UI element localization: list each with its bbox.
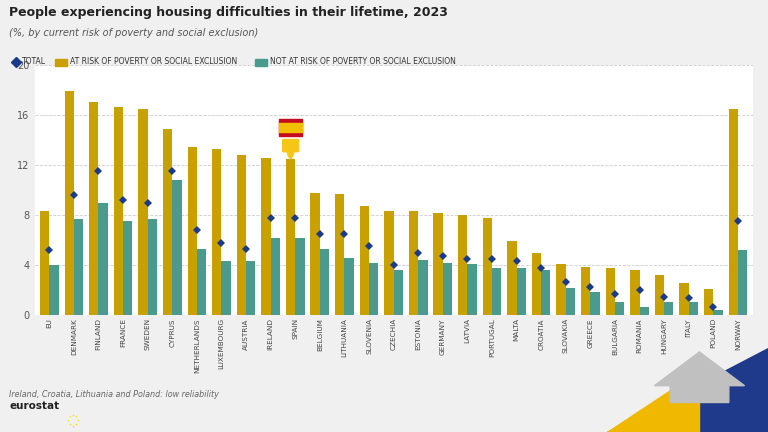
Bar	[419, 260, 428, 315]
Bar	[606, 268, 615, 315]
Bar	[49, 265, 58, 315]
Bar	[531, 253, 541, 315]
Bar	[138, 109, 147, 315]
Bar	[517, 268, 526, 315]
Bar	[280, 119, 302, 136]
Bar	[689, 302, 698, 315]
Bar	[556, 264, 566, 315]
Bar	[123, 221, 132, 315]
Text: AT RISK OF POVERTY OR SOCIAL EXCLUSION: AT RISK OF POVERTY OR SOCIAL EXCLUSION	[70, 57, 237, 67]
Bar	[310, 193, 319, 315]
Bar	[704, 289, 713, 315]
FancyBboxPatch shape	[283, 140, 299, 152]
Text: eurostat: eurostat	[9, 401, 59, 411]
Polygon shape	[607, 372, 700, 432]
Bar	[163, 129, 172, 315]
Bar	[344, 258, 354, 315]
Bar	[147, 219, 157, 315]
Bar	[295, 238, 305, 315]
Bar	[98, 203, 108, 315]
Bar	[212, 149, 221, 315]
Bar	[246, 261, 256, 315]
Bar	[286, 159, 295, 315]
Bar	[615, 302, 624, 315]
Bar	[468, 264, 477, 315]
Text: NOT AT RISK OF POVERTY OR SOCIAL EXCLUSION: NOT AT RISK OF POVERTY OR SOCIAL EXCLUSI…	[270, 57, 456, 67]
Bar	[507, 241, 517, 315]
Bar	[255, 58, 267, 66]
Bar	[738, 250, 747, 315]
Bar	[335, 194, 344, 315]
Polygon shape	[654, 352, 744, 403]
Bar	[197, 249, 207, 315]
Bar	[581, 267, 591, 315]
Bar	[319, 249, 329, 315]
Bar	[65, 91, 74, 315]
Text: Ireland, Croatia, Lithuania and Poland: low reliability: Ireland, Croatia, Lithuania and Poland: …	[9, 390, 219, 399]
Bar	[482, 218, 492, 315]
Bar	[384, 211, 394, 315]
Text: (%, by current risk of poverty and social exclusion): (%, by current risk of poverty and socia…	[9, 28, 259, 38]
Bar	[261, 158, 270, 315]
Bar	[631, 270, 640, 315]
Bar	[729, 109, 738, 315]
Bar	[591, 292, 600, 315]
Bar	[433, 213, 443, 315]
Bar	[541, 270, 551, 315]
Bar	[664, 302, 674, 315]
Bar	[359, 206, 369, 315]
Bar	[713, 310, 723, 315]
Bar	[566, 288, 575, 315]
Bar	[680, 283, 689, 315]
Bar	[187, 147, 197, 315]
Polygon shape	[607, 348, 768, 432]
Bar	[237, 155, 246, 315]
Bar	[655, 275, 664, 315]
Text: People experiencing housing difficulties in their lifetime, 2023: People experiencing housing difficulties…	[9, 6, 448, 19]
Bar	[409, 211, 419, 315]
Bar	[443, 263, 452, 315]
Bar	[172, 180, 181, 315]
Bar	[221, 261, 231, 315]
Bar	[394, 270, 403, 315]
Bar	[492, 268, 502, 315]
Polygon shape	[287, 151, 294, 159]
Bar	[640, 307, 649, 315]
Bar	[89, 102, 98, 315]
Bar	[369, 263, 379, 315]
Bar	[40, 211, 49, 315]
Bar	[55, 58, 67, 66]
Bar	[280, 123, 302, 132]
Bar	[458, 215, 468, 315]
Text: TOTAL: TOTAL	[22, 57, 46, 67]
Bar	[114, 108, 123, 315]
Bar	[270, 238, 280, 315]
Bar	[74, 219, 83, 315]
